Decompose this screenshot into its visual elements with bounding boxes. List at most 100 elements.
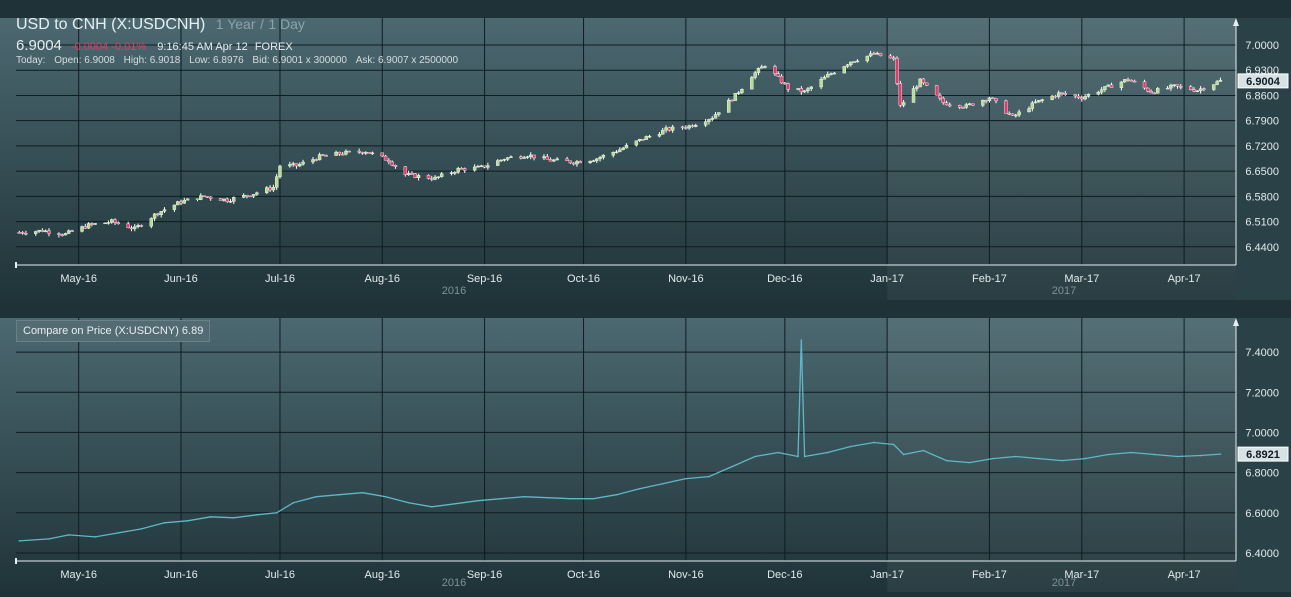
value-tick-label: 6.5800 [1245, 191, 1279, 203]
candle-body [370, 152, 375, 155]
candle-body [47, 230, 51, 234]
compare-data-point [797, 455, 799, 458]
candle-body [334, 151, 338, 156]
range-1y-link[interactable]: 1 Year [215, 16, 256, 32]
candle-body [67, 230, 71, 234]
candle-body [760, 66, 764, 69]
candle-body [921, 78, 926, 84]
candle-body [542, 156, 546, 159]
candle-body [430, 178, 434, 180]
candle-body [740, 88, 744, 93]
candle-body [991, 97, 995, 100]
last-value-text: 6.9004 [1246, 76, 1281, 88]
candle-body [390, 161, 394, 166]
candle-body [911, 88, 916, 103]
candle-body [799, 88, 804, 93]
candle-body [202, 195, 206, 197]
compare-data-point [803, 455, 806, 458]
compare-data-point [430, 505, 433, 508]
compare-data-point [1130, 451, 1133, 454]
candle-body [265, 187, 269, 193]
compare-data-point [800, 339, 803, 341]
month-label: May-16 [60, 569, 97, 581]
month-label: Aug-16 [365, 273, 400, 285]
candle-body [232, 197, 236, 202]
candle-body [205, 196, 210, 198]
candle-body [571, 162, 576, 165]
candle-body [548, 159, 553, 162]
candle-body [113, 219, 117, 223]
compare-data-point [1084, 457, 1086, 460]
open-value: Open: 6.9008 [54, 55, 115, 66]
candle-body [707, 119, 711, 122]
value-tick-label: 6.8600 [1245, 90, 1279, 102]
candle-body [575, 161, 579, 165]
candle-body [865, 55, 870, 62]
candle-body [796, 88, 800, 90]
candle-body [1030, 102, 1035, 109]
candle-body [819, 78, 823, 88]
axis-arrow-icon [1233, 318, 1239, 326]
candle-body [24, 233, 28, 235]
candle-body [1119, 81, 1124, 88]
candle-body [456, 168, 460, 173]
candle-body [941, 97, 945, 103]
candle-body [958, 105, 962, 108]
candle-body [152, 213, 157, 219]
candle-body [809, 86, 813, 89]
candle-body [690, 125, 695, 127]
compare-data-point [454, 502, 456, 505]
candle-body [1086, 93, 1091, 97]
candle-body [611, 152, 615, 156]
candle-body [773, 66, 777, 74]
year-label: 2016 [442, 285, 466, 297]
month-label: Nov-16 [668, 569, 703, 581]
today-label: Today: [16, 55, 46, 66]
candle-body [439, 173, 444, 177]
candle-body [822, 76, 827, 80]
candle-body [63, 233, 68, 236]
value-tick-label: 7.0000 [1245, 427, 1279, 439]
candle-body [875, 52, 879, 55]
candle-body [779, 75, 784, 84]
candle-body [1004, 100, 1008, 114]
year-label: 2016 [442, 577, 466, 589]
candle-body [829, 73, 833, 75]
range-1d-link[interactable]: 1 Day [268, 16, 305, 32]
candle-body [667, 127, 672, 131]
candle-body [1033, 101, 1038, 104]
compare-data-point [777, 451, 780, 454]
candle-body [294, 163, 299, 167]
candle-body [340, 153, 345, 156]
candle-body [634, 140, 639, 146]
candle-body [1169, 84, 1173, 89]
month-label: Jan-17 [870, 273, 904, 285]
candle-body [274, 176, 279, 188]
candle-body [578, 161, 582, 164]
candle-body [944, 102, 949, 106]
value-tick-label: 6.7200 [1245, 141, 1279, 153]
candle-body [37, 229, 41, 232]
candle-body [1057, 92, 1061, 97]
candle-body [60, 234, 64, 236]
compare-data-point [117, 532, 120, 534]
compare-data-point [615, 493, 618, 496]
candle-body [321, 154, 325, 156]
candle-body [1172, 84, 1176, 86]
candle-body [126, 223, 130, 229]
compare-data-point [256, 514, 258, 516]
candle-body [433, 176, 437, 180]
candle-body [20, 232, 25, 234]
compare-label[interactable]: Compare on Price (X:USDCNY) 6.89 [16, 320, 211, 342]
candle-body [486, 165, 490, 168]
candle-body [476, 166, 480, 168]
month-label: Jun-16 [164, 273, 198, 285]
month-label: Dec-16 [767, 569, 802, 581]
candle-body [684, 127, 688, 129]
candle-body [70, 230, 74, 232]
candle-body [756, 68, 761, 73]
compare-data-point [500, 497, 502, 500]
quote-time: 9:16:45 AM Apr 12 [157, 41, 248, 53]
candle-body [311, 159, 315, 163]
candle-body [614, 151, 619, 154]
